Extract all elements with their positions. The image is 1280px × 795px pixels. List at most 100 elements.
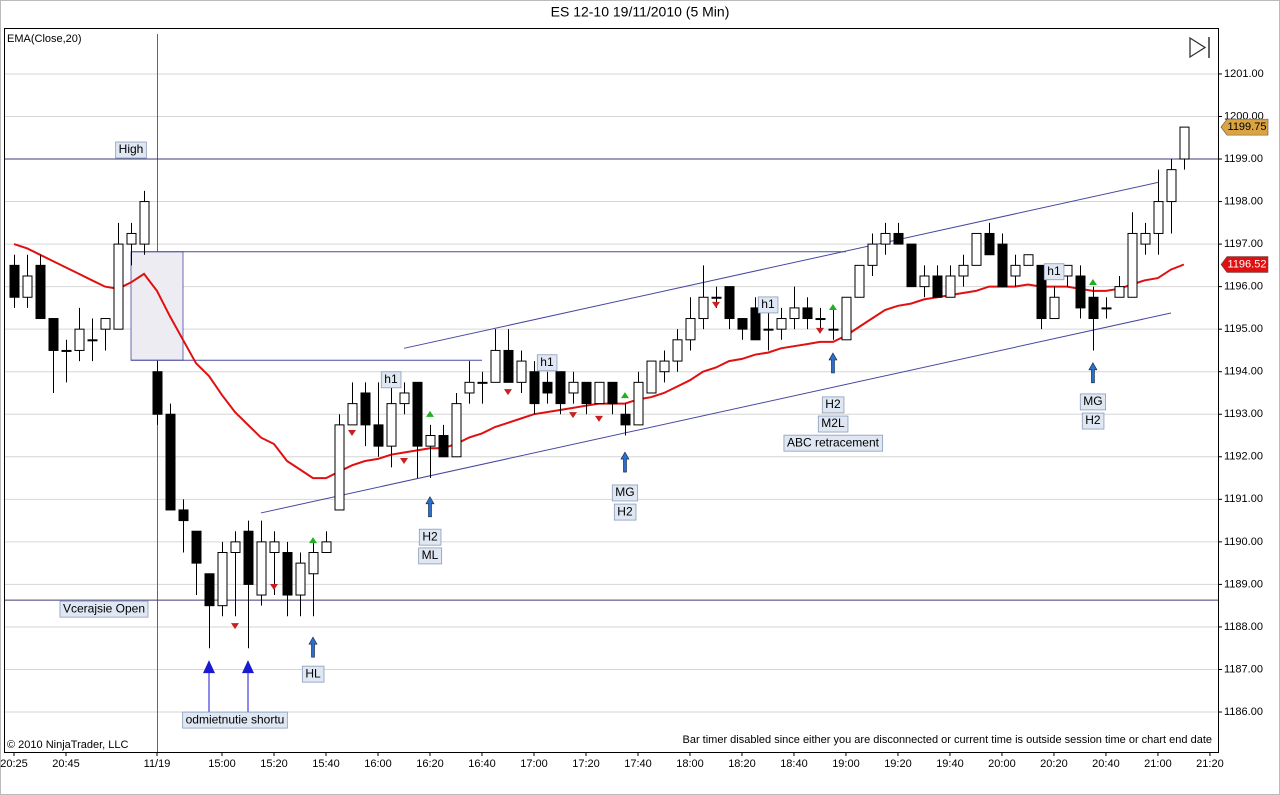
candle-body	[906, 243, 917, 288]
candle-body	[659, 360, 670, 373]
trend-line	[260, 312, 1172, 514]
candle-body	[87, 339, 98, 342]
candle-body	[776, 318, 787, 330]
copyright: © 2010 NinjaTrader, LLC	[7, 739, 128, 751]
annotation: H2	[422, 529, 438, 543]
indicator-label: EMA(Close,20)	[7, 33, 82, 45]
candle-body	[295, 562, 306, 596]
candle-body	[126, 232, 137, 245]
x-tick-label: 16:40	[468, 758, 496, 770]
y-tick-label: 1195.00	[1224, 323, 1263, 335]
arrow	[828, 352, 838, 374]
candle-body	[971, 232, 982, 266]
candle-body	[568, 381, 579, 394]
candle-body	[191, 530, 202, 564]
arrow	[308, 636, 318, 658]
annotation: HL	[305, 666, 321, 680]
annotation: H2	[825, 397, 841, 411]
signal-down	[594, 415, 603, 422]
x-tick-label: 11/19	[144, 758, 171, 770]
annotation: M2L	[821, 416, 845, 430]
candle-body	[412, 381, 423, 447]
candle-body	[750, 307, 761, 341]
plot-area	[4, 34, 1218, 752]
annotation-box	[301, 665, 325, 683]
y-tick-label: 1188.00	[1224, 621, 1263, 633]
candle-body	[490, 349, 501, 383]
x-tick-label: 20:40	[1092, 758, 1120, 770]
candle-body	[503, 349, 514, 383]
x-tick-label: 17:40	[624, 758, 652, 770]
play-icon[interactable]	[1189, 36, 1207, 59]
price-marker-label: 1196.52	[1228, 258, 1267, 270]
x-tick-label: 20:20	[1040, 758, 1068, 770]
candle-body	[464, 381, 475, 394]
annotation-box	[757, 296, 779, 314]
x-tick-label: 19:00	[832, 758, 860, 770]
candle-body	[1153, 201, 1164, 234]
candle-body	[932, 275, 943, 298]
candle-body	[893, 232, 904, 245]
x-tick-label: 18:00	[676, 758, 704, 770]
annotation: h1	[384, 372, 398, 386]
annotation-box	[1081, 412, 1105, 430]
candle-body	[841, 296, 852, 341]
signal-up	[620, 392, 629, 399]
candle-body	[282, 551, 293, 596]
candle-body	[529, 371, 540, 405]
candle-body	[828, 328, 839, 331]
candle-body	[698, 296, 709, 320]
x-tick-label: 20:25	[0, 758, 28, 770]
candle-body	[607, 381, 618, 405]
candle-body	[61, 349, 72, 352]
candle-body	[555, 371, 566, 405]
candle-body	[646, 360, 657, 394]
candle-body	[386, 403, 397, 447]
candle-body	[178, 509, 189, 522]
candle-body	[724, 286, 735, 320]
candle-body	[854, 264, 865, 298]
annotation-box	[380, 371, 402, 389]
annotation-box	[613, 503, 637, 521]
candle-body	[35, 264, 46, 320]
signal-down	[269, 583, 278, 590]
candle-body	[581, 381, 592, 405]
scroll-end-button[interactable]	[1189, 36, 1210, 59]
annotation: MG	[615, 485, 634, 499]
candle-body	[711, 296, 722, 299]
candle-body	[477, 381, 488, 384]
candle-body	[256, 541, 267, 596]
candle-body	[217, 551, 228, 607]
candle-body	[763, 328, 774, 331]
candle-body	[984, 232, 995, 256]
candle-body	[308, 551, 319, 575]
candle-body	[347, 403, 358, 426]
candle-body	[815, 318, 826, 321]
trend-line	[403, 181, 1159, 349]
annotation: ABC retracement	[787, 435, 880, 449]
candle-body	[399, 392, 410, 405]
x-tick-label: 17:20	[572, 758, 600, 770]
candle-body	[243, 530, 254, 585]
x-tick-label: 19:20	[884, 758, 912, 770]
annotation-box	[418, 547, 443, 565]
annotation: h1	[540, 355, 554, 369]
candle-body	[1088, 296, 1099, 320]
big-arrow-head	[241, 660, 254, 674]
candle-body	[880, 232, 891, 245]
status-note: Bar timer disabled since either you are …	[683, 734, 1213, 746]
candle-body	[867, 243, 878, 266]
candle-body	[919, 275, 930, 288]
annotation-box	[418, 528, 442, 546]
signal-down	[815, 327, 824, 334]
price-marker	[1220, 256, 1269, 273]
annotation: h1	[1047, 264, 1061, 278]
y-tick-label: 1191.00	[1224, 493, 1263, 505]
candle-body	[165, 413, 176, 511]
annotation: H2	[1085, 413, 1101, 427]
plot-frame	[4, 28, 1219, 753]
candle-body	[1114, 286, 1125, 298]
candle-body	[360, 392, 371, 426]
candle-body	[594, 381, 605, 405]
candle-body	[542, 381, 553, 394]
